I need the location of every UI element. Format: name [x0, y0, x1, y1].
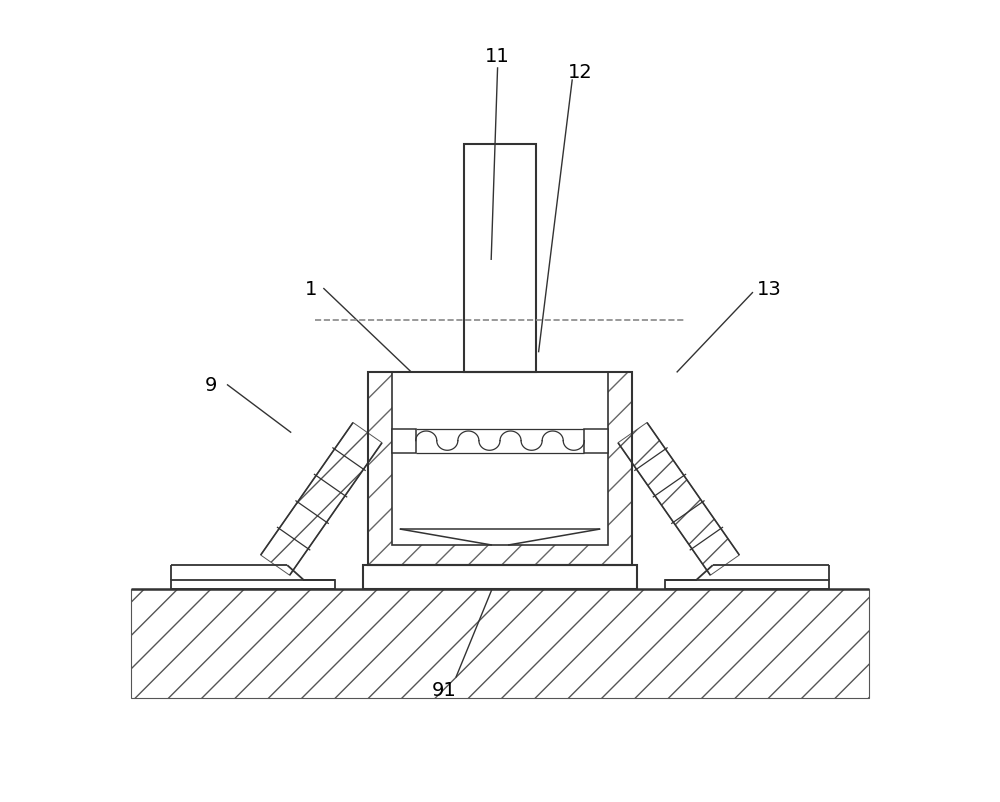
Polygon shape: [131, 589, 869, 698]
Polygon shape: [261, 423, 382, 576]
Bar: [392, 373, 608, 545]
Text: 13: 13: [757, 279, 781, 298]
Polygon shape: [368, 373, 632, 565]
Text: 1: 1: [305, 279, 317, 298]
Bar: [464, 144, 536, 373]
Bar: [171, 580, 335, 589]
Text: 12: 12: [568, 63, 593, 82]
Bar: [392, 429, 416, 453]
Text: 11: 11: [485, 47, 510, 66]
Text: 91: 91: [431, 680, 456, 699]
Bar: [665, 580, 829, 589]
Polygon shape: [618, 423, 739, 576]
Bar: [584, 429, 608, 453]
Text: 9: 9: [205, 375, 217, 395]
Bar: [363, 565, 637, 589]
Bar: [368, 373, 632, 565]
